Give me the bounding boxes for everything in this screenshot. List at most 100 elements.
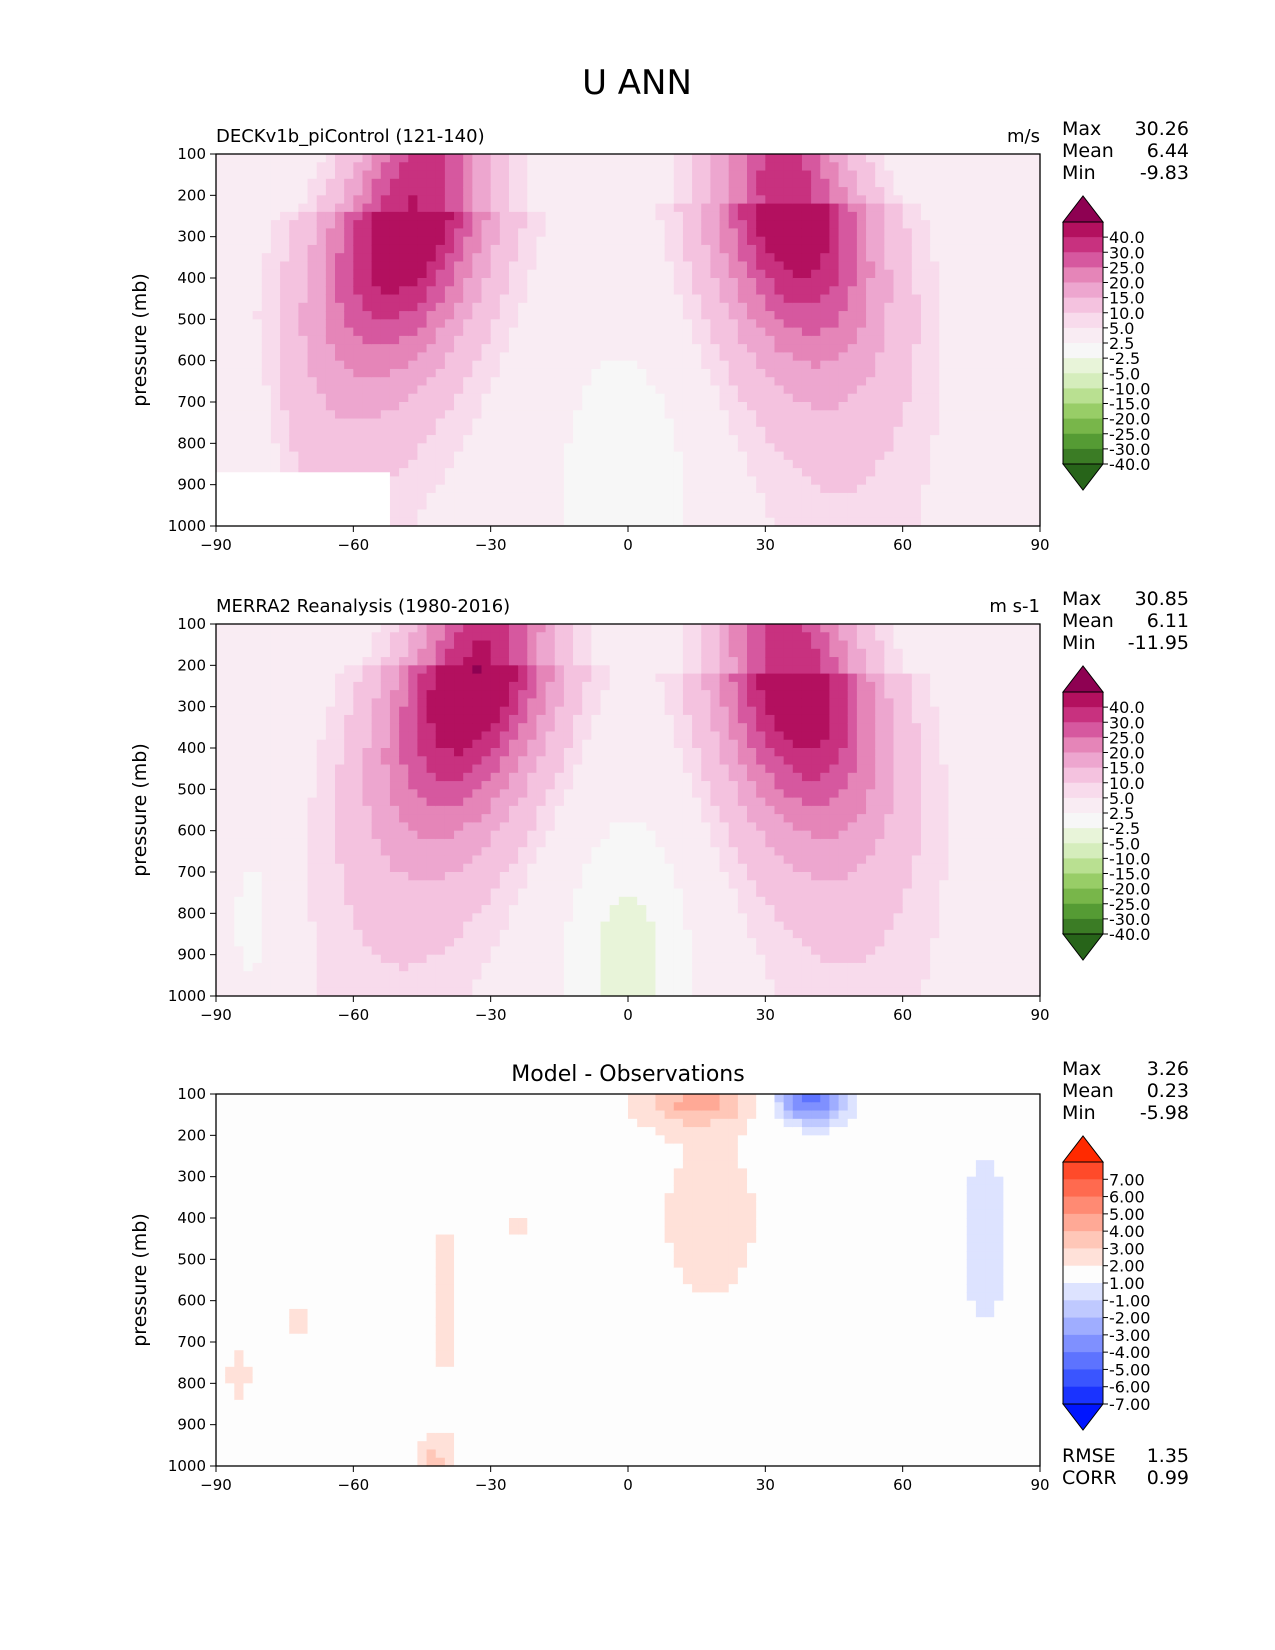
contour-cell (994, 228, 1004, 238)
contour-cell (234, 971, 245, 981)
contour-cell (792, 178, 803, 188)
contour-cell (792, 352, 803, 362)
contour-cell (481, 178, 492, 188)
contour-cell (252, 385, 263, 395)
contour-cell (280, 327, 290, 337)
contour-cell (792, 154, 803, 163)
contour-cell (756, 484, 766, 494)
contour-cell (673, 269, 684, 279)
contour-cell (270, 451, 281, 461)
contour-cell (426, 195, 437, 205)
contour-cell (939, 418, 950, 428)
contour-cell (609, 360, 620, 370)
contour-cell (829, 517, 840, 527)
contour-cell (499, 311, 510, 320)
contour-cell (591, 294, 602, 304)
contour-cell (472, 294, 483, 304)
contour-cell (316, 896, 327, 906)
contour-cell (884, 203, 895, 213)
contour-cell (335, 814, 345, 823)
contour-cell (1012, 278, 1023, 287)
contour-cell (902, 360, 913, 370)
colorbar-tick-label: 20.0 (1109, 274, 1145, 293)
contour-cell (261, 418, 272, 428)
contour-cell (380, 435, 391, 444)
contour-cell (902, 203, 913, 213)
contour-cell (930, 385, 940, 395)
contour-cell (985, 385, 995, 395)
contour-cell (811, 311, 821, 320)
contour-cell (243, 385, 254, 395)
contour-cell (399, 319, 409, 329)
contour-cell (545, 517, 556, 527)
contour-cell (225, 772, 235, 782)
contour-cell (811, 402, 821, 411)
contour-cell (280, 748, 290, 757)
contour-cell (243, 402, 254, 411)
contour-cell (911, 253, 922, 263)
contour-cell (518, 459, 528, 469)
contour-cell (966, 220, 977, 229)
contour-cell (554, 368, 565, 378)
contour-cell (225, 880, 235, 890)
contour-cell (270, 178, 281, 188)
contour-cell (243, 294, 254, 304)
contour-cell (325, 648, 336, 658)
contour-cell (939, 253, 950, 263)
contour-cell (417, 360, 428, 370)
contour-cell (875, 451, 885, 461)
contour-cell (298, 781, 309, 790)
contour-cell (655, 484, 666, 494)
contour-cell (563, 286, 574, 296)
contour-cell (380, 377, 391, 387)
contour-cell (444, 509, 455, 519)
contour-cell (673, 435, 684, 444)
contour-cell (499, 261, 510, 271)
contour-cell (380, 822, 391, 832)
contour-cell (353, 278, 364, 287)
contour-cell (911, 187, 922, 196)
contour-cell (280, 764, 290, 774)
contour-cell (225, 402, 235, 411)
contour-cell (783, 468, 794, 477)
contour-cell (573, 509, 583, 519)
contour-cell (664, 352, 675, 362)
contour-cell (920, 228, 931, 238)
contour-cell (527, 220, 538, 229)
contour-cell (573, 294, 583, 304)
contour-cell (234, 170, 245, 180)
contour-cell (600, 484, 611, 494)
contour-cell (225, 236, 235, 246)
contour-cell (783, 501, 794, 511)
contour-cell (765, 236, 776, 246)
contour-cell (847, 352, 858, 362)
contour-cell (472, 311, 483, 320)
contour-cell (701, 517, 711, 527)
contour-cell (957, 402, 968, 411)
contour-cell (728, 311, 739, 320)
contour-cell (289, 822, 299, 832)
contour-cell (399, 393, 409, 403)
contour-cell (719, 162, 730, 172)
contour-cell (344, 756, 354, 766)
contour-cell (930, 509, 940, 519)
contour-cell (920, 443, 931, 453)
contour-cell (225, 847, 235, 857)
contour-cell (692, 278, 702, 287)
contour-cell (975, 203, 986, 213)
contour-cell (444, 468, 455, 477)
contour-cell (646, 244, 657, 254)
contour-cell (930, 484, 940, 494)
contour-cell (893, 435, 904, 444)
contour-cell (682, 253, 693, 263)
contour-cell (554, 228, 565, 238)
contour-cell (646, 352, 657, 362)
contour-cell (380, 673, 391, 683)
contour-cell (545, 476, 556, 486)
contour-cell (811, 476, 821, 486)
contour-cell (225, 929, 235, 939)
contour-cell (1030, 278, 1041, 287)
contour-cell (875, 468, 885, 477)
contour-cell (545, 311, 556, 320)
contour-cell (710, 385, 721, 395)
